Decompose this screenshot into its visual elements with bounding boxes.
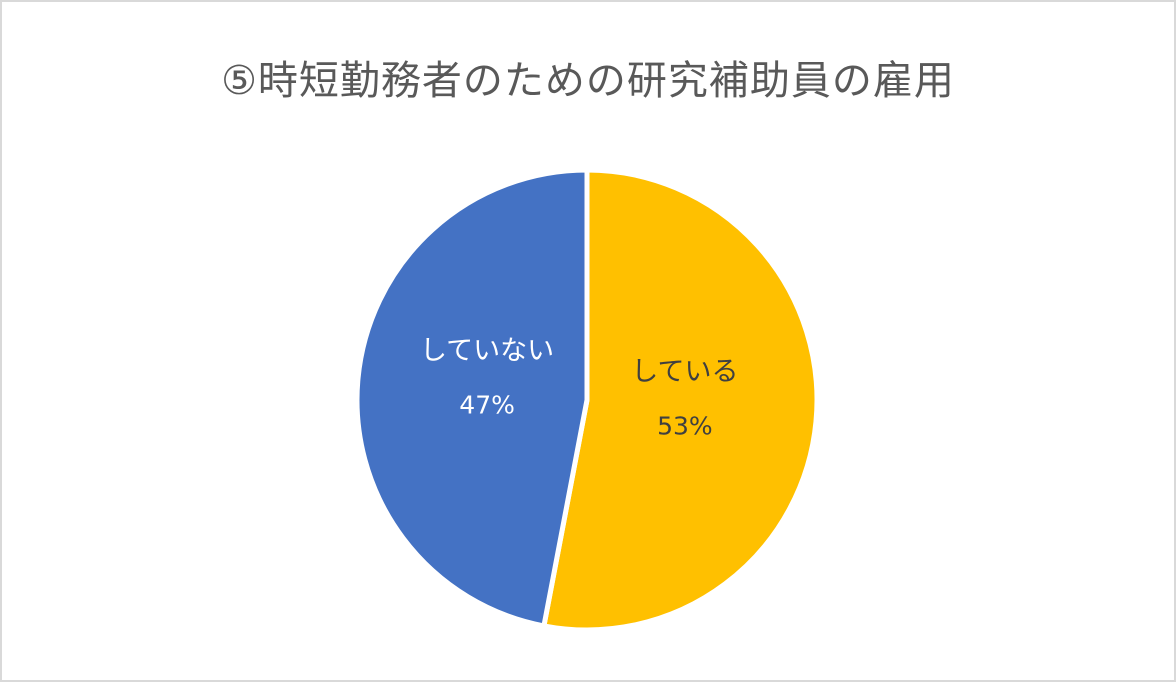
- pie-labels: している 53% していない 47%: [420, 336, 739, 441]
- pie-slice-1: [354, 167, 590, 629]
- chart-title: ⑤時短勤務者のための研究補助員の雇用: [221, 58, 955, 104]
- slice-value-label-0: 53%: [657, 411, 713, 440]
- slice-category-label-1: していない: [420, 336, 554, 367]
- pie-slices: [354, 167, 820, 633]
- slice-category-label-0: している: [631, 356, 738, 387]
- pie-slice-0: [540, 167, 820, 633]
- slice-value-label-1: 47%: [459, 391, 515, 420]
